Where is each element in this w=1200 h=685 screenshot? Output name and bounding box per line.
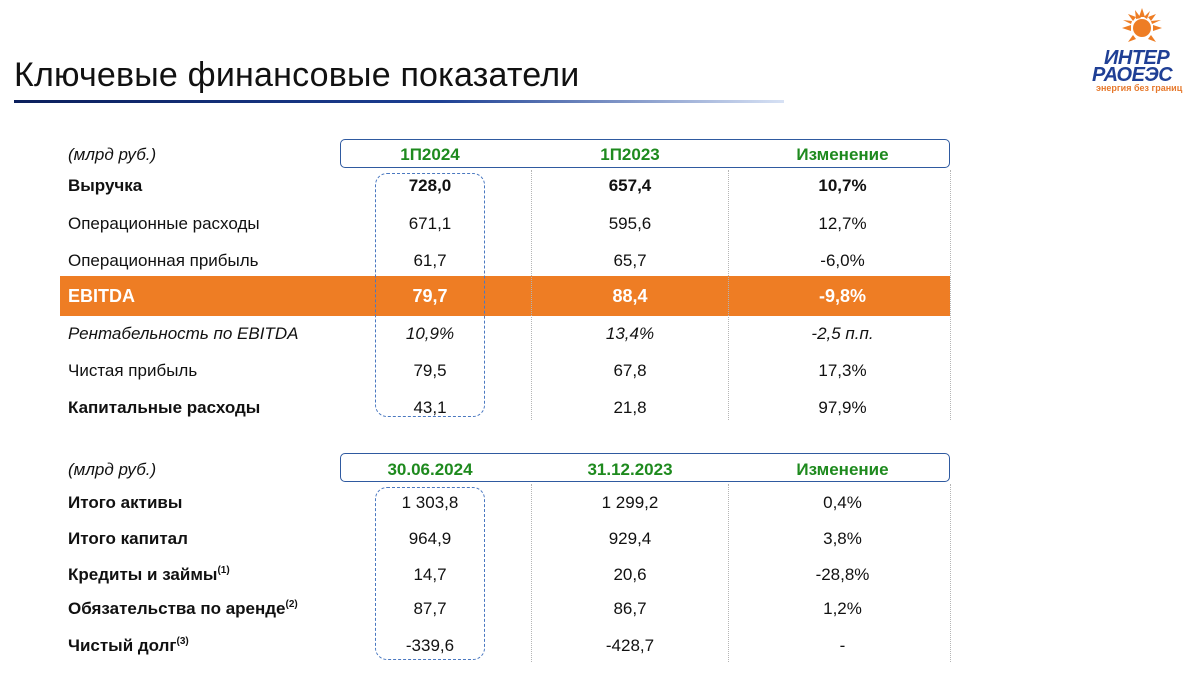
sun-icon — [1122, 8, 1162, 42]
table2-column-divider — [728, 484, 729, 662]
lease-label-text: Обязательства по аренде — [68, 599, 286, 618]
table2-column-divider — [950, 484, 951, 662]
table2-header-frame — [340, 453, 950, 482]
loans-value-col3: -28,8% — [815, 565, 870, 584]
company-logo: ИНТЕР РАОЕЭС энергия без границ — [1090, 8, 1190, 94]
net-debt-value-col3: - — [839, 636, 846, 655]
logo-text-line1: ИНТЕР — [1104, 47, 1170, 69]
footnote-marker: (1) — [217, 565, 230, 576]
logo-tagline: энергия без границ — [1096, 83, 1183, 93]
loans-value-col2: 20,6 — [613, 565, 647, 584]
loans-value-col1: 14,7 — [413, 565, 447, 584]
table2-unit-label: (млрд руб.) — [68, 460, 157, 479]
table1-column-divider — [531, 170, 532, 420]
row-label-net-debt: Чистый долг(3) — [68, 635, 189, 657]
table2-column-divider — [531, 484, 532, 662]
net-debt-value-col2: -428,7 — [605, 636, 655, 655]
opex-value-col1: 671,1 — [408, 214, 452, 233]
ebitda-value-col1: 79,7 — [412, 286, 448, 306]
net-profit-value-col1: 79,5 — [413, 361, 447, 380]
lease-value-col1: 87,7 — [413, 599, 447, 618]
row-label-opex: Операционные расходы — [68, 214, 260, 233]
table2-header-col3: Изменение — [796, 460, 889, 479]
operating-profit-value-col2: 65,7 — [613, 251, 647, 270]
footnote-marker: (2) — [285, 599, 298, 610]
row-label-ebitda-margin: Рентабельность по EBITDA — [68, 324, 299, 343]
row-label-net-profit: Чистая прибыль — [68, 361, 198, 380]
table1-header-frame — [340, 139, 950, 168]
logo-text-line2: РАОЕЭС — [1092, 64, 1173, 86]
revenue-value-col3: 10,7% — [818, 176, 867, 195]
row-label-ebitda: EBITDA — [68, 286, 135, 306]
capex-value-col1: 43,1 — [413, 398, 447, 417]
net-profit-value-col3: 17,3% — [818, 361, 867, 380]
row-label-capex: Капитальные расходы — [68, 398, 261, 417]
total-assets-value-col3: 0,4% — [823, 493, 862, 512]
operating-profit-value-col1: 61,7 — [413, 251, 447, 270]
total-assets-value-col2: 1 299,2 — [601, 493, 659, 512]
ebitda-highlight-band — [60, 276, 950, 316]
table1-header-col2: 1П2023 — [600, 145, 660, 164]
table1-column-divider — [950, 170, 951, 420]
net-debt-value-col1: -339,6 — [405, 636, 455, 655]
ebitda-value-col2: 88,4 — [612, 286, 648, 306]
loans-label-text: Кредиты и займы — [68, 565, 218, 584]
net-debt-label-text: Чистый долг — [68, 636, 177, 655]
net-profit-value-col2: 67,8 — [613, 361, 647, 380]
total-equity-value-col3: 3,8% — [823, 529, 862, 548]
capex-value-col3: 97,9% — [818, 398, 867, 417]
operating-profit-value-col3: -6,0% — [820, 251, 865, 270]
ebitda-value-col3: -9,8% — [818, 286, 867, 306]
table1-header-col3: Изменение — [796, 145, 889, 164]
opex-value-col2: 595,6 — [608, 214, 652, 233]
table1-unit-label: (млрд руб.) — [68, 145, 157, 164]
revenue-value-col1: 728,0 — [408, 176, 452, 195]
ebitda-margin-value-col1: 10,9% — [405, 324, 455, 343]
table1-column-divider — [728, 170, 729, 420]
table2-header-col1: 30.06.2024 — [387, 460, 473, 479]
current-period-highlight-frame — [375, 173, 485, 417]
row-label-loans: Кредиты и займы(1) — [68, 564, 230, 586]
row-label-operating-profit: Операционная прибыль — [68, 251, 259, 270]
title-underline — [14, 100, 784, 103]
footnote-marker: (3) — [176, 636, 189, 647]
table2-header-col2: 31.12.2023 — [587, 460, 673, 479]
row-label-revenue: Выручка — [68, 176, 143, 195]
revenue-value-col2: 657,4 — [608, 176, 652, 195]
capex-value-col2: 21,8 — [613, 398, 647, 417]
lease-value-col3: 1,2% — [823, 599, 862, 618]
total-equity-value-col1: 964,9 — [408, 529, 452, 548]
page-title: Ключевые финансовые показатели — [14, 56, 580, 94]
ebitda-margin-value-col2: 13,4% — [605, 324, 655, 343]
table1-header-col1: 1П2024 — [400, 145, 460, 164]
row-label-total-equity: Итого капитал — [68, 529, 188, 548]
total-equity-value-col2: 929,4 — [608, 529, 652, 548]
ebitda-margin-value-col3: -2,5 п.п. — [811, 324, 874, 343]
opex-value-col3: 12,7% — [818, 214, 867, 233]
row-label-lease-liabilities: Обязательства по аренде(2) — [68, 598, 298, 620]
total-assets-value-col1: 1 303,8 — [401, 493, 459, 512]
current-date-highlight-frame — [375, 487, 485, 660]
row-label-total-assets: Итого активы — [68, 493, 183, 512]
lease-value-col2: 86,7 — [613, 599, 647, 618]
